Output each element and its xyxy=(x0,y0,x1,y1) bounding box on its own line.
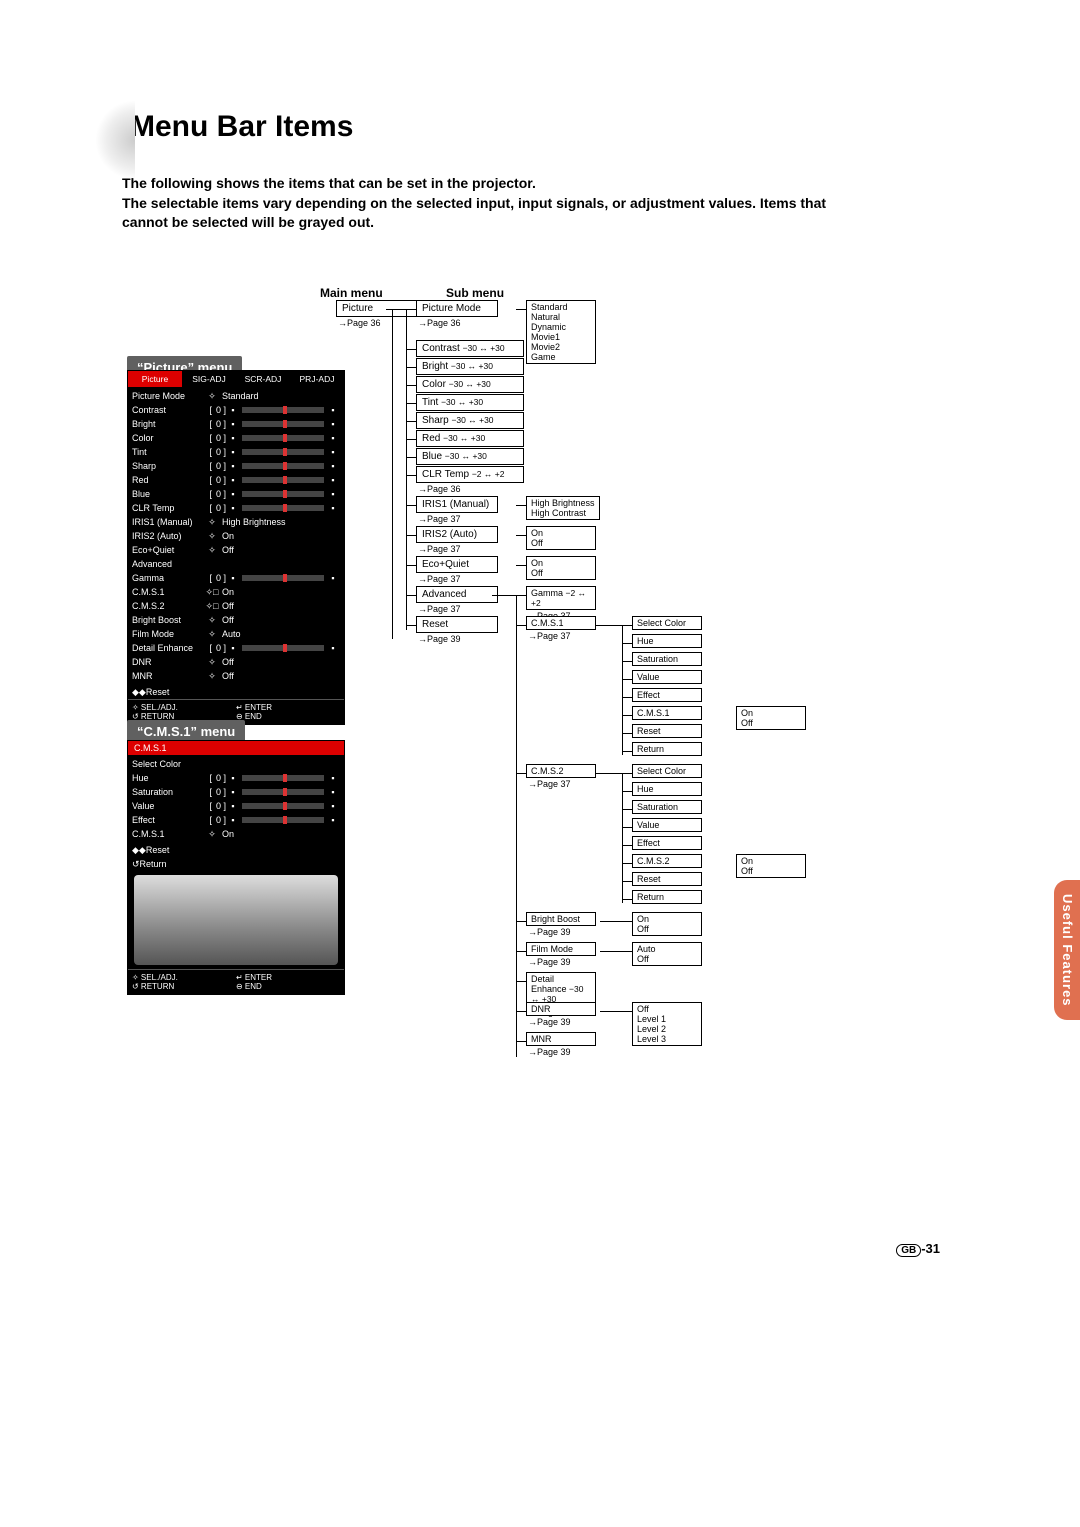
tree-item: Return xyxy=(632,890,702,904)
tree-item: Contrast −30 ↔ +30 xyxy=(416,340,524,357)
osd-row[interactable]: Bright Boost✧Off xyxy=(128,613,344,627)
tree-item: Red −30 ↔ +30 xyxy=(416,430,524,447)
osd-row[interactable]: MNR✧Off xyxy=(128,669,344,683)
osd-row[interactable]: Advanced xyxy=(128,557,344,571)
tree-item: Saturation xyxy=(632,800,702,814)
cms-footer: ✧ SEL./ADJ.↵ ENTER↺ RETURN⊖ END xyxy=(128,969,344,994)
osd-row[interactable]: C.M.S.1✧□On xyxy=(128,585,344,599)
tree-item: CLR Temp −2 ↔ +2 xyxy=(416,466,524,483)
cms-rows: Select ColorHue[0 ]▪▪Saturation[0 ]▪▪Val… xyxy=(128,755,344,843)
osd-row[interactable]: Contrast[0 ]▪▪ xyxy=(128,403,344,417)
page-title: Menu Bar Items xyxy=(130,110,1080,144)
reset-row: ◆◆ xyxy=(132,687,146,698)
osd-row[interactable]: Saturation[0 ]▪▪ xyxy=(128,785,344,799)
tree-item: On Off xyxy=(736,706,806,730)
tree-item: Sharp −30 ↔ +30 xyxy=(416,412,524,429)
osd-row[interactable]: Effect[0 ]▪▪ xyxy=(128,813,344,827)
tree-item: Return xyxy=(632,742,702,756)
tree-item: Eco+Quiet xyxy=(416,556,498,573)
tree-item: C.M.S.1 xyxy=(526,616,596,630)
osd-row[interactable]: Sharp[0 ]▪▪ xyxy=(128,459,344,473)
osd-row[interactable]: Tint[0 ]▪▪ xyxy=(128,445,344,459)
tree-item: Reset xyxy=(632,872,702,886)
tree-item: High Brightness High Contrast xyxy=(526,496,600,520)
tree-item: Bright Boost xyxy=(526,912,596,926)
tree-item: Blue −30 ↔ +30 xyxy=(416,448,524,465)
tree-item: On Off xyxy=(526,526,596,550)
tree-item: Value xyxy=(632,818,702,832)
osd-row[interactable]: CLR Temp[0 ]▪▪ xyxy=(128,501,344,515)
tree-item: Picture Mode xyxy=(416,300,498,317)
tree-item: Reset xyxy=(632,724,702,738)
osd-row[interactable]: Gamma[0 ]▪▪ xyxy=(128,571,344,585)
tree-item: Select Color xyxy=(632,764,702,778)
column-headers: Main menu Sub menu xyxy=(320,286,504,300)
osd-tab[interactable]: SCR-ADJ xyxy=(236,371,290,387)
tree-item: On Off xyxy=(526,556,596,580)
osd-row[interactable]: Red[0 ]▪▪ xyxy=(128,473,344,487)
tree-item: C.M.S.1 xyxy=(632,706,702,720)
picture-osd-panel: PictureSIG-ADJSCR-ADJPRJ-ADJ Picture Mod… xyxy=(127,370,345,725)
osd-row[interactable]: IRIS1 (Manual)✧High Brightness xyxy=(128,515,344,529)
osd-row[interactable]: Film Mode✧Auto xyxy=(128,627,344,641)
cms-preview xyxy=(134,875,338,965)
osd-row[interactable]: Blue[0 ]▪▪ xyxy=(128,487,344,501)
tree-item: C.M.S.2 xyxy=(632,854,702,868)
tree-item: Color −30 ↔ +30 xyxy=(416,376,524,393)
tree-item: Tint −30 ↔ +30 xyxy=(416,394,524,411)
osd-tab[interactable]: PRJ-ADJ xyxy=(290,371,344,387)
tree-item: Effect xyxy=(632,688,702,702)
tree-item: Gamma −2 ↔ +2 xyxy=(526,586,596,610)
osd-row[interactable]: Color[0 ]▪▪ xyxy=(128,431,344,445)
osd-row[interactable]: C.M.S.2✧□Off xyxy=(128,599,344,613)
tree-item: Hue xyxy=(632,634,702,648)
tree-item: Advanced xyxy=(416,586,498,603)
tree-item: Value xyxy=(632,670,702,684)
osd-row[interactable]: Eco+Quiet✧Off xyxy=(128,543,344,557)
side-tab: Useful Features xyxy=(1054,880,1080,1020)
corner-ornament xyxy=(95,100,135,180)
osd-tab[interactable]: SIG-ADJ xyxy=(182,371,236,387)
cms-header: C.M.S.1 xyxy=(128,741,344,755)
tree-item: Detail Enhance −30 ↔ +30 xyxy=(526,972,596,1006)
osd-row[interactable]: Hue[0 ]▪▪ xyxy=(128,771,344,785)
cms-osd-panel: C.M.S.1 Select ColorHue[0 ]▪▪Saturation[… xyxy=(127,740,345,995)
osd-row[interactable]: DNR✧Off xyxy=(128,655,344,669)
osd-row[interactable]: Select Color xyxy=(128,757,344,771)
tree-item: On Off xyxy=(736,854,806,878)
tree-item: Reset xyxy=(416,616,498,633)
sub-menu-label: Sub menu xyxy=(446,286,504,300)
tree-item: Off Level 1 Level 2 Level 3 xyxy=(632,1002,702,1046)
tree-item: Standard Natural Dynamic Movie1 Movie2 G… xyxy=(526,300,596,364)
intro-text: The following shows the items that can b… xyxy=(122,174,872,233)
tree-item: IRIS2 (Auto) xyxy=(416,526,498,543)
page-number: GB-31 xyxy=(896,1241,940,1257)
osd-tabs: PictureSIG-ADJSCR-ADJPRJ-ADJ xyxy=(128,371,344,387)
osd-row[interactable]: C.M.S.1✧On xyxy=(128,827,344,841)
tree-item: C.M.S.2 xyxy=(526,764,596,778)
tree-item: Auto Off xyxy=(632,942,702,966)
tree-item: Film Mode xyxy=(526,942,596,956)
osd-row[interactable]: Value[0 ]▪▪ xyxy=(128,799,344,813)
osd-row[interactable]: Picture Mode✧Standard xyxy=(128,389,344,403)
tree-item: Select Color xyxy=(632,616,702,630)
osd-row[interactable]: IRIS2 (Auto)✧On xyxy=(128,529,344,543)
osd-rows: Picture Mode✧StandardContrast[0 ]▪▪Brigh… xyxy=(128,387,344,685)
tree-item: On Off xyxy=(632,912,702,936)
tree-item: MNR xyxy=(526,1032,596,1046)
main-menu-label: Main menu xyxy=(320,286,383,300)
tree-item: Bright −30 ↔ +30 xyxy=(416,358,524,375)
osd-tab[interactable]: Picture xyxy=(128,371,182,387)
tree-item: Hue xyxy=(632,782,702,796)
tree-item: IRIS1 (Manual) xyxy=(416,496,498,513)
osd-row[interactable]: Detail Enhance[0 ]▪▪ xyxy=(128,641,344,655)
tree-item: Saturation xyxy=(632,652,702,666)
osd-row[interactable]: Bright[0 ]▪▪ xyxy=(128,417,344,431)
tree-item: Effect xyxy=(632,836,702,850)
tree-item: DNR xyxy=(526,1002,596,1016)
